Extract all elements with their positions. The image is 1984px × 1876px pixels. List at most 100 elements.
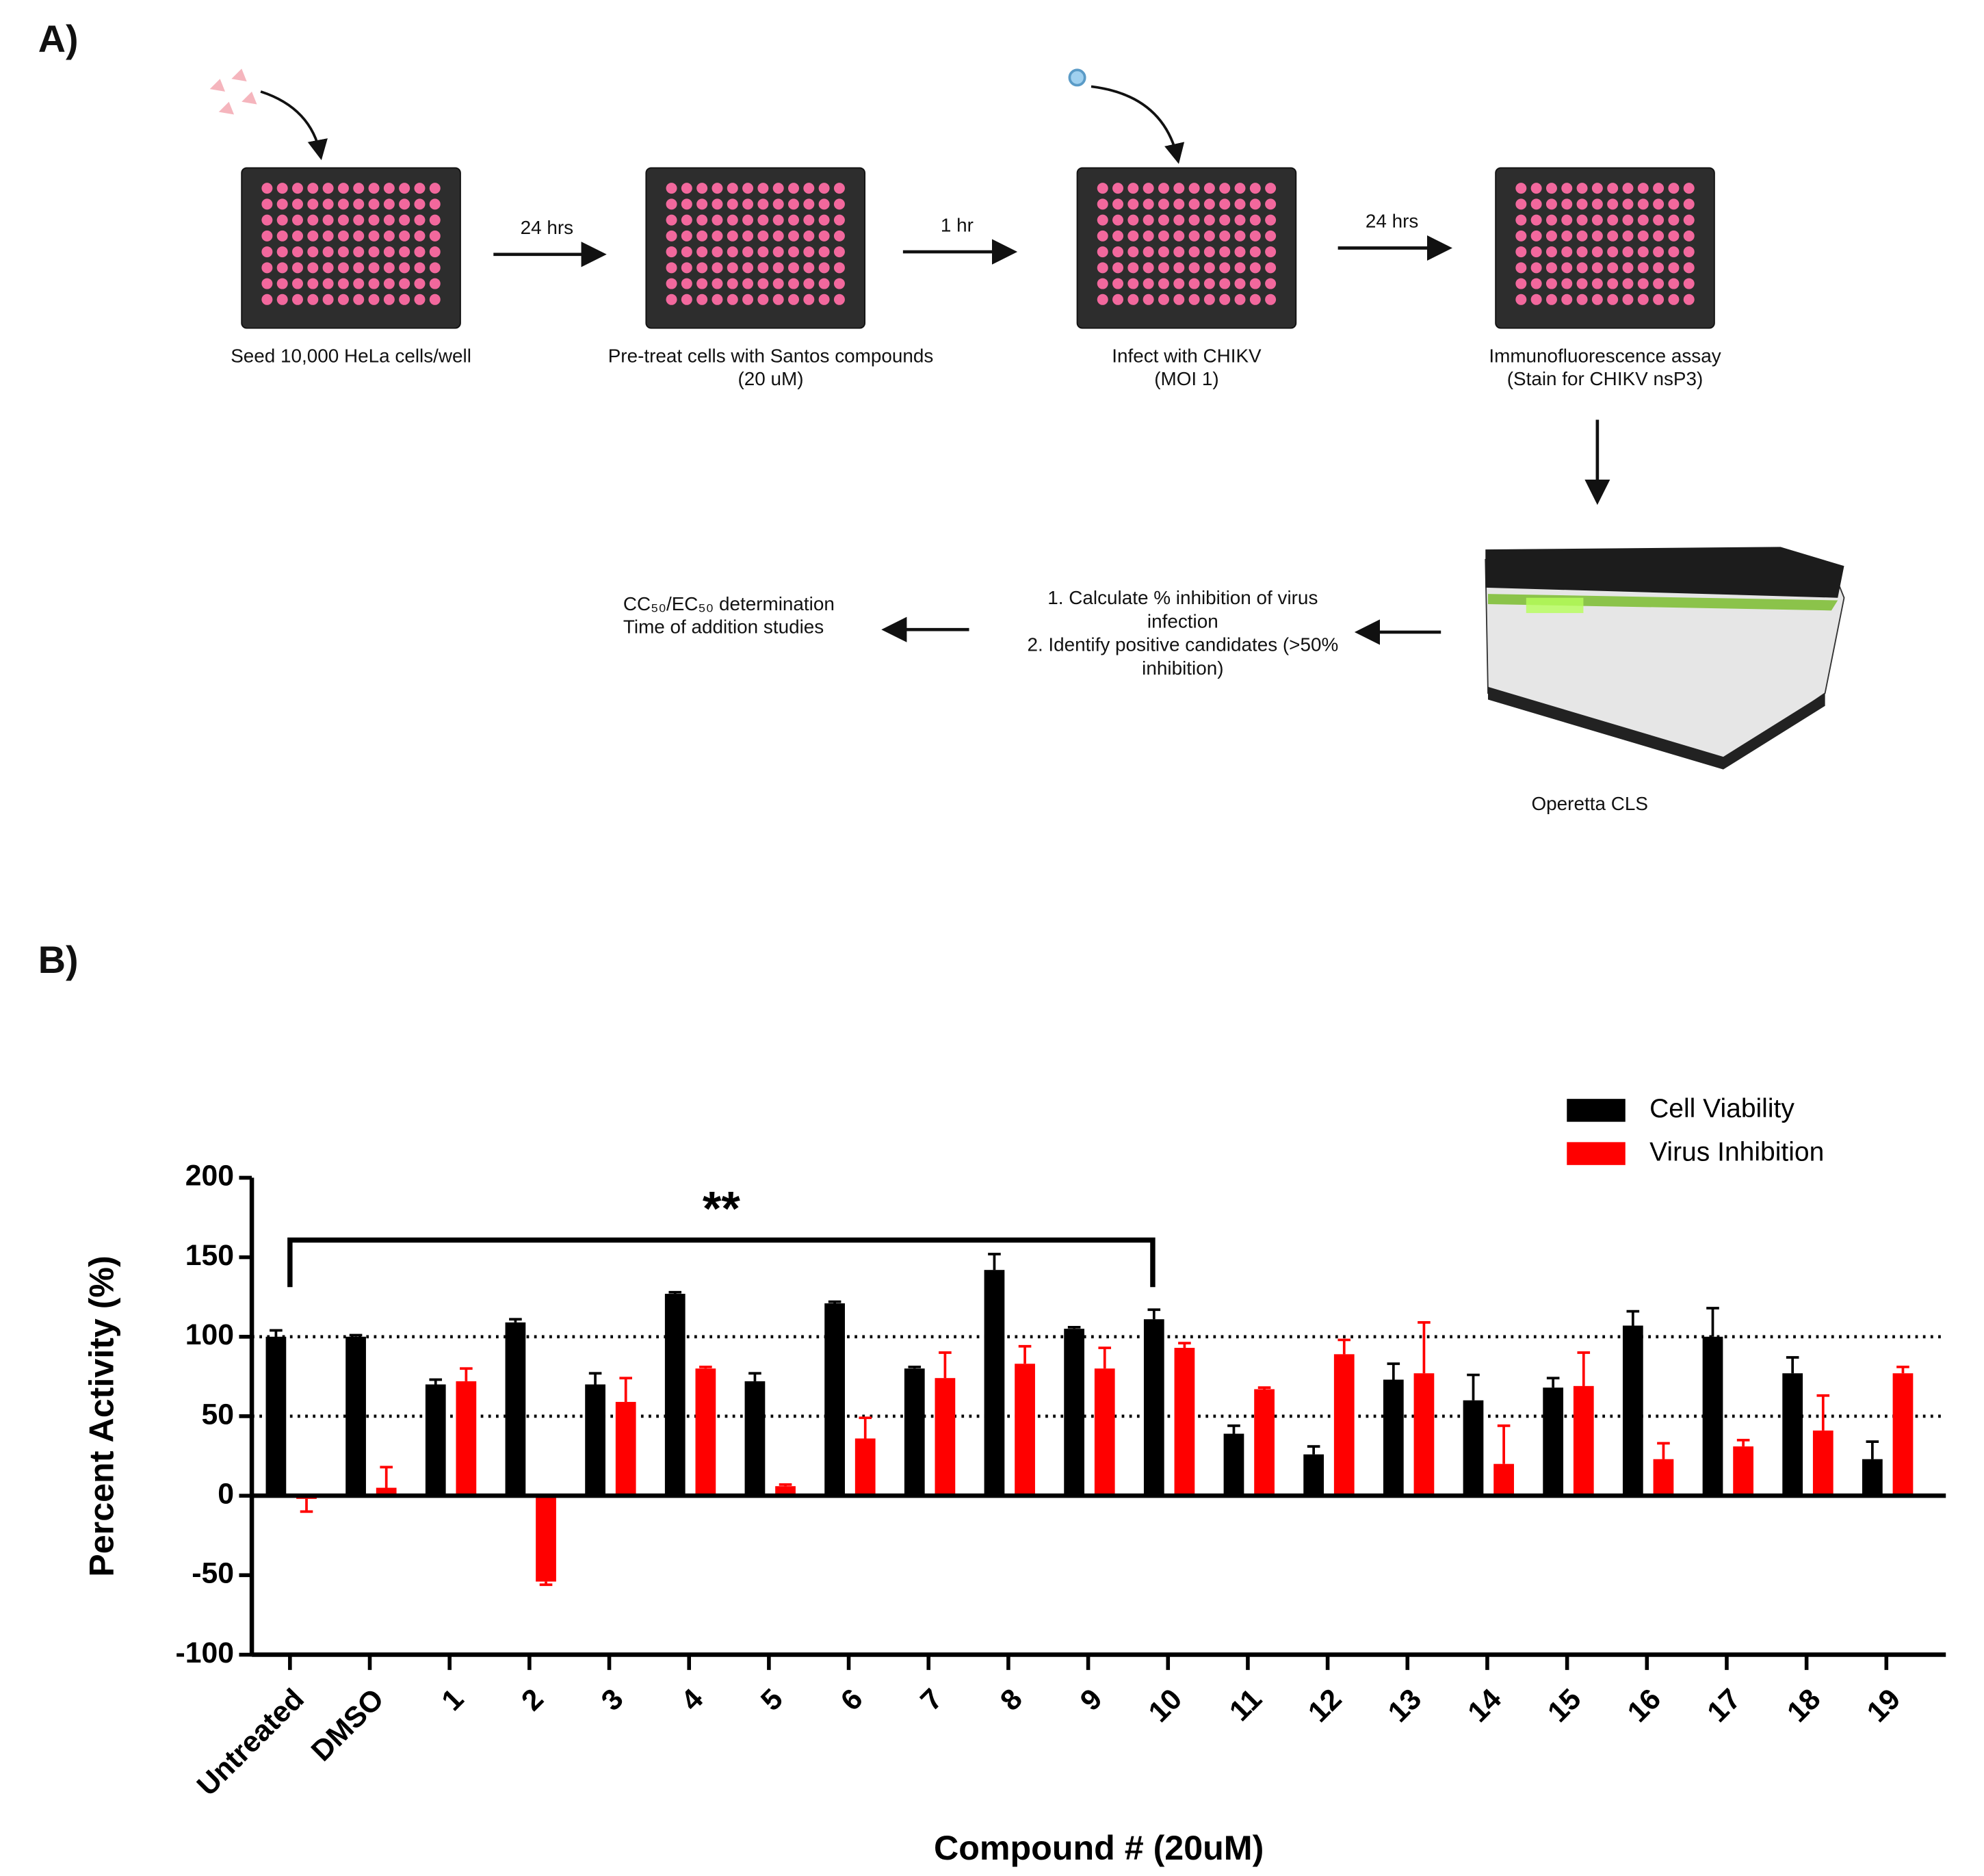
well <box>1143 262 1154 274</box>
bar <box>904 1368 925 1496</box>
bar <box>1383 1379 1404 1496</box>
well <box>1637 262 1649 274</box>
well <box>818 262 830 274</box>
well <box>1653 198 1665 210</box>
analysis-text: 2. Identify positive candidates (>50% <box>1027 634 1338 655</box>
well <box>742 214 754 226</box>
well <box>666 214 677 226</box>
error-bar <box>1896 1366 1909 1374</box>
well <box>261 230 273 242</box>
well <box>727 262 738 274</box>
bar <box>824 1303 845 1496</box>
well <box>292 278 303 289</box>
x-tick-label: 14 <box>1461 1682 1508 1729</box>
well <box>1576 278 1588 289</box>
significance-label: ** <box>703 1181 740 1235</box>
well <box>681 198 692 210</box>
error-bar <box>1467 1373 1480 1401</box>
well <box>322 294 334 305</box>
well <box>833 294 845 305</box>
well <box>757 262 769 274</box>
bar <box>775 1486 796 1496</box>
well <box>276 294 288 305</box>
well <box>1234 246 1246 258</box>
well <box>1127 214 1139 226</box>
well <box>353 246 365 258</box>
well <box>1097 246 1108 258</box>
bar <box>935 1378 956 1496</box>
error-bar <box>1546 1377 1560 1388</box>
well <box>414 278 426 289</box>
x-tick-label: 16 <box>1621 1682 1668 1729</box>
well <box>1203 198 1215 210</box>
well <box>307 278 319 289</box>
error-bar <box>509 1318 522 1323</box>
well <box>337 198 349 210</box>
well <box>399 230 410 242</box>
well <box>1622 278 1634 289</box>
well <box>1265 278 1277 289</box>
well <box>276 278 288 289</box>
error-bar <box>349 1333 363 1337</box>
error-bar <box>1147 1308 1161 1320</box>
y-tick-label: -50 <box>192 1557 234 1590</box>
well <box>772 278 784 289</box>
well <box>1515 183 1527 194</box>
well <box>1112 278 1124 289</box>
well <box>712 183 723 194</box>
well <box>1203 262 1215 274</box>
bar <box>536 1496 556 1582</box>
well <box>1683 214 1695 226</box>
error-bar <box>1257 1386 1271 1390</box>
well <box>1127 294 1139 305</box>
error-bar <box>699 1366 712 1369</box>
well <box>1127 246 1139 258</box>
error-bar <box>1626 1310 1640 1326</box>
well <box>322 214 334 226</box>
well <box>1576 294 1588 305</box>
analysis-text: inhibition) <box>1142 657 1223 679</box>
well <box>1158 183 1169 194</box>
bar <box>1223 1433 1244 1496</box>
x-tick-label: 2 <box>515 1682 550 1717</box>
well <box>818 214 830 226</box>
well <box>1515 262 1527 274</box>
well <box>788 230 799 242</box>
error-bar <box>1387 1362 1400 1380</box>
well <box>1203 230 1215 242</box>
well <box>1530 262 1542 274</box>
well <box>727 230 738 242</box>
error-bar <box>429 1378 443 1385</box>
well <box>1234 230 1246 242</box>
well <box>742 230 754 242</box>
well <box>353 198 365 210</box>
well <box>276 198 288 210</box>
bar <box>1702 1336 1723 1496</box>
well <box>1530 183 1542 194</box>
well <box>1203 246 1215 258</box>
well <box>292 294 303 305</box>
y-axis-label: Percent Activity (%) <box>83 1255 121 1576</box>
well <box>1158 294 1169 305</box>
well <box>1219 246 1231 258</box>
well <box>1143 278 1154 289</box>
well <box>1668 246 1680 258</box>
well <box>1668 183 1680 194</box>
well <box>1158 230 1169 242</box>
well <box>337 230 349 242</box>
well <box>1173 230 1185 242</box>
well <box>1127 278 1139 289</box>
error-bar <box>859 1416 872 1439</box>
significance-bracket <box>287 1237 1156 1288</box>
well <box>1637 294 1649 305</box>
well <box>353 278 365 289</box>
well <box>1637 183 1649 194</box>
well <box>1591 294 1603 305</box>
well <box>399 294 410 305</box>
well <box>1173 246 1185 258</box>
well <box>1530 246 1542 258</box>
well <box>276 246 288 258</box>
error-bar <box>1497 1424 1511 1464</box>
well <box>1683 262 1695 274</box>
